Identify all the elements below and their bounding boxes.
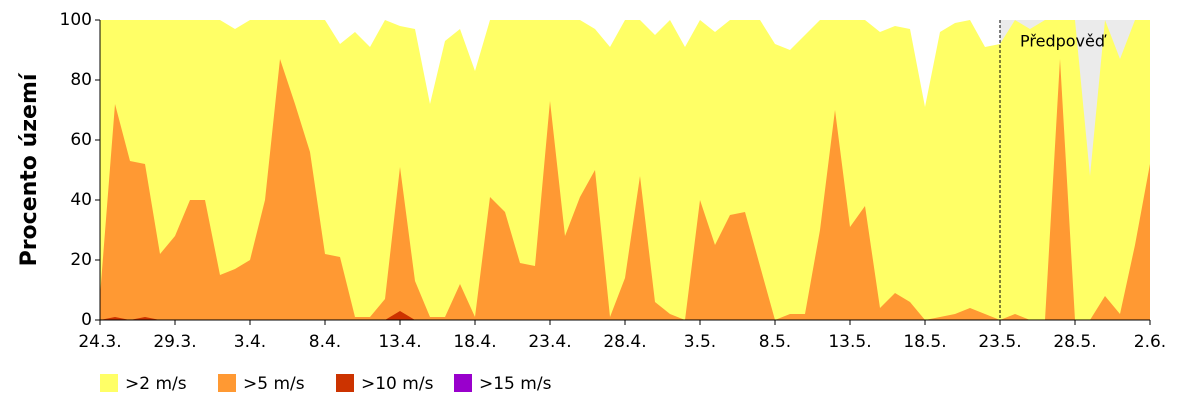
- x-tick-label: 8.4.: [309, 332, 341, 352]
- area: [100, 20, 1150, 320]
- y-tick-label: 80: [70, 70, 92, 90]
- x-tick-label: 23.4.: [528, 332, 571, 352]
- x-tick-label: 3.4.: [234, 332, 266, 352]
- y-tick-label: 0: [81, 310, 92, 330]
- x-tick-label: 13.4.: [378, 332, 421, 352]
- legend-label: >2 m/s: [125, 374, 187, 394]
- legend-swatch: [100, 374, 118, 392]
- y-tick-label: 40: [70, 190, 92, 210]
- y-axis-label: Procento území: [17, 72, 42, 266]
- x-tick-label: 8.5.: [759, 332, 791, 352]
- x-tick-label: 2.6.: [1134, 332, 1166, 352]
- x-tick-label: 13.5.: [828, 332, 871, 352]
- x-tick-label: 29.3.: [153, 332, 196, 352]
- legend-label: >10 m/s: [361, 374, 434, 394]
- legend-swatch: [218, 374, 236, 392]
- x-tick-label: 18.5.: [903, 332, 946, 352]
- area: [100, 59, 1150, 320]
- legend-swatch: [336, 374, 354, 392]
- x-tick-label: 18.4.: [453, 332, 496, 352]
- x-tick-label: 28.5.: [1053, 332, 1096, 352]
- x-tick-label: 3.5.: [684, 332, 716, 352]
- x-tick-label: 24.3.: [78, 332, 121, 352]
- y-tick-label: 20: [70, 250, 92, 270]
- x-tick-label: 23.5.: [978, 332, 1021, 352]
- y-tick-label: 60: [70, 130, 92, 150]
- legend-label: >15 m/s: [479, 374, 552, 394]
- forecast-label: Předpověď: [1020, 32, 1107, 51]
- legend-swatch: [454, 374, 472, 392]
- legend-label: >5 m/s: [243, 374, 305, 394]
- y-tick-label: 100: [60, 10, 92, 30]
- x-tick-label: 28.4.: [603, 332, 646, 352]
